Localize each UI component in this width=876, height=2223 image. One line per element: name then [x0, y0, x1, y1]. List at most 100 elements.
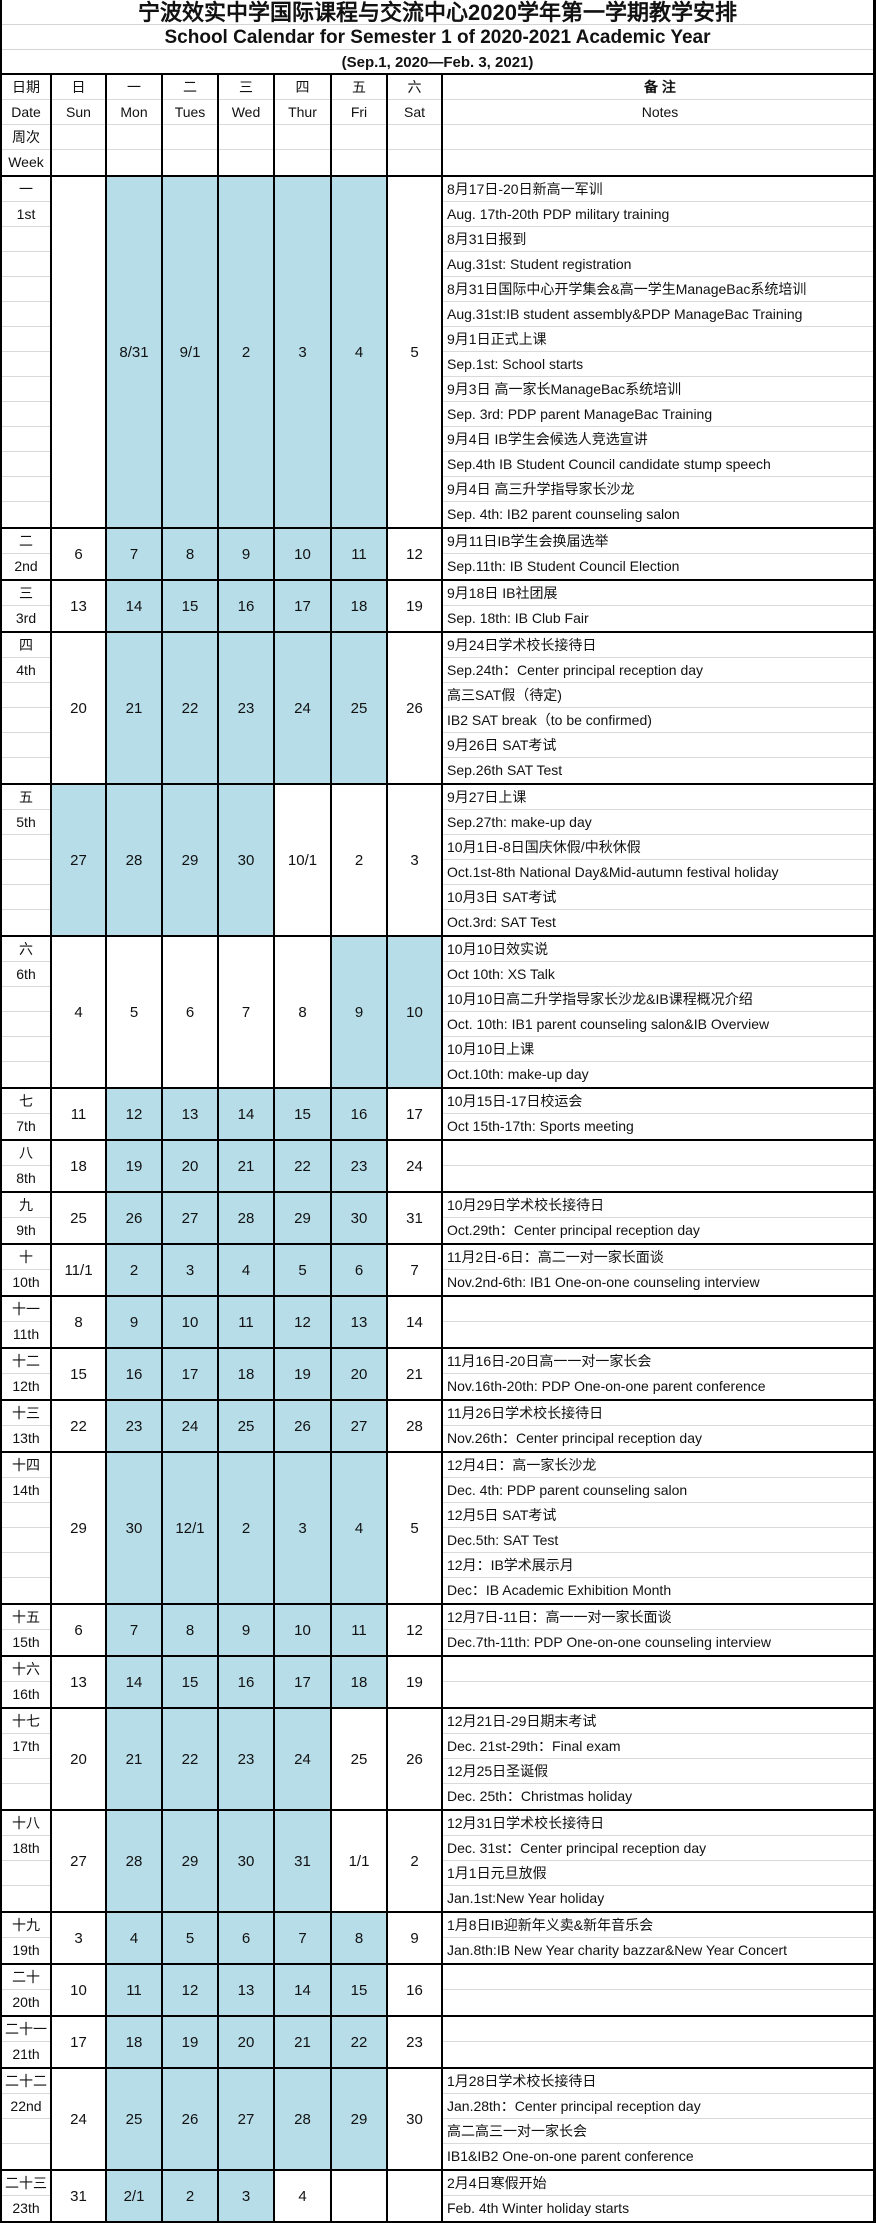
note-line — [443, 1965, 873, 1990]
day-cell-sun: 20 — [52, 633, 107, 783]
note-line: 11月16日-20日高一一对一家长会 — [443, 1349, 873, 1374]
day-cell-thu: 17 — [275, 1657, 332, 1707]
day-cell-mon: 21 — [107, 1709, 163, 1809]
day-cell-sat: 3 — [388, 785, 443, 935]
day-cell-thu: 22 — [275, 1141, 332, 1191]
header-day-sat: 六 Sat — [388, 75, 443, 175]
notes-cell: 2月4日寒假开始 Feb. 4th Winter holiday starts — [443, 2171, 873, 2221]
header-day-thu: 四 Thur — [275, 75, 332, 175]
week-row: 十八 18th 27 28 29 30 31 1/1 2 12月31日学术校长接待日 Dec. 31… — [2, 1811, 873, 1913]
note-line: 1月1日元旦放假 — [443, 1861, 873, 1886]
day-cell-sun: 22 — [52, 1401, 107, 1451]
week-blank — [2, 377, 50, 402]
header-day-cn: 四 — [275, 75, 330, 100]
day-cell-thu: 14 — [275, 1965, 332, 2015]
note-line: Sep. 3rd: PDP parent ManageBac Training — [443, 402, 873, 427]
week-row: 十七 17th 20 21 22 23 24 25 26 12月21日-29日期末考试 Dec. 2… — [2, 1709, 873, 1811]
day-cell-tue: 22 — [163, 633, 219, 783]
day-cell-tue: 8 — [163, 529, 219, 579]
day-cell-mon: 23 — [107, 1401, 163, 1451]
day-cell-fri: 30 — [332, 1193, 388, 1243]
week-number-cell: 八 8th — [2, 1141, 52, 1191]
day-cell-fri: 4 — [332, 177, 388, 527]
day-cell-thu: 10 — [275, 1605, 332, 1655]
day-cell-sat: 24 — [388, 1141, 443, 1191]
day-cell-thu: 10/1 — [275, 785, 332, 935]
header-notes-blank — [443, 125, 873, 150]
header-notes-en: Notes — [443, 100, 873, 125]
note-line: Oct.29th：Center principal reception day — [447, 1222, 700, 1238]
header-day-blank — [163, 150, 217, 175]
note-line: IB2 SAT break（to be confirmed) — [443, 708, 873, 733]
header-day-en: Sat — [388, 100, 441, 125]
week-blank — [2, 708, 50, 733]
day-cell-wed: 9 — [219, 529, 275, 579]
day-cell-fri: 9 — [332, 937, 388, 1087]
header-day-cn: 一 — [107, 75, 161, 100]
week-number-en: 5th — [2, 810, 50, 835]
week-number-cn: 二 — [2, 529, 50, 554]
day-cell-thu: 24 — [275, 1709, 332, 1809]
title-date-range: (Sep.1, 2020—Feb. 3, 2021) — [2, 50, 873, 75]
week-number-cn: 九 — [2, 1193, 50, 1218]
note-line: 9月11日IB学生会换届选举 — [443, 529, 873, 554]
day-cell-thu: 21 — [275, 2017, 332, 2067]
note-line: 10月10日上课 — [443, 1037, 873, 1062]
notes-cell — [443, 1141, 873, 1191]
week-blank — [2, 327, 50, 352]
week-number-cn: 三 — [2, 581, 50, 606]
note-line: 10月1日-8日国庆休假/中秋休假 — [443, 835, 873, 860]
day-cell-mon: 7 — [107, 529, 163, 579]
day-cell-mon: 16 — [107, 1349, 163, 1399]
day-cell-tue: 26 — [163, 2069, 219, 2169]
day-cell-mon: 4 — [107, 1913, 163, 1963]
notes-cell: 12月31日学术校长接待日 Dec. 31st：Center principal … — [443, 1811, 873, 1911]
day-cell-fri: 15 — [332, 1965, 388, 2015]
week-row: 五 5th 27 28 29 30 10/1 2 3 9月27日上课 Sep.27th: make-… — [2, 785, 873, 937]
week-number-cn: 十一 — [2, 1297, 50, 1322]
header-week-en: Week — [8, 154, 44, 170]
day-cell-thu: 28 — [275, 2069, 332, 2169]
week-blank — [2, 352, 50, 377]
week-blank — [2, 835, 50, 860]
notes-cell: 1月28日学术校长接待日 Jan.28th：Center principal re… — [443, 2069, 873, 2169]
week-blank — [2, 402, 50, 427]
note-line: Aug.31st:IB student assembly&PDP ManageB… — [443, 302, 873, 327]
day-cell-sat: 16 — [388, 1965, 443, 2015]
week-number-en: 16th — [12, 1686, 40, 1702]
note-line: 10月3日 SAT考试 — [443, 885, 873, 910]
day-cell-thu: 24 — [275, 633, 332, 783]
week-number-cn: 六 — [2, 937, 50, 962]
week-number-cell: 二 2nd — [2, 529, 52, 579]
day-cell-wed: 3 — [219, 2171, 275, 2221]
week-row: 十九 19th 3 4 5 6 7 8 9 1月8日IB迎新年义卖&新年音乐会 Jan.8th:IB… — [2, 1913, 873, 1965]
day-cell-fri: 22 — [332, 2017, 388, 2067]
header-day-blank — [52, 125, 105, 150]
day-cell-mon: 28 — [107, 1811, 163, 1911]
notes-cell: 11月26日学术校长接待日 Nov.26th：Center principal r… — [443, 1401, 873, 1451]
day-cell-mon: 2/1 — [107, 2171, 163, 2221]
day-cell-wed: 25 — [219, 1401, 275, 1451]
week-row: 十一 11th 8 9 10 11 12 13 14 — [2, 1297, 873, 1349]
day-cell-sun: 11/1 — [52, 1245, 107, 1295]
note-line — [443, 1990, 873, 2015]
day-cell-sun: 4 — [52, 937, 107, 1087]
day-cell-thu: 31 — [275, 1811, 332, 1911]
notes-cell: 10月10日效实说 Oct 10th: XS Talk 10月10日高二升学指导家长… — [443, 937, 873, 1087]
week-number-en: 1st — [2, 202, 50, 227]
week-number-cn: 十六 — [2, 1657, 50, 1682]
day-cell-wed: 20 — [219, 2017, 275, 2067]
day-cell-tue: 20 — [163, 1141, 219, 1191]
note-line: 高二高三一对一家长会 — [443, 2119, 873, 2144]
title-chinese: 宁波效实中学国际课程与交流中心2020学年第一学期教学安排 — [2, 0, 873, 25]
day-cell-tue: 29 — [163, 785, 219, 935]
note-line: Dec.5th: SAT Test — [443, 1528, 873, 1553]
day-cell-tue: 12 — [163, 1965, 219, 2015]
week-blank — [2, 477, 50, 502]
note-line: 10月10日效实说 — [443, 937, 873, 962]
week-number-cell: 十七 17th — [2, 1709, 52, 1809]
week-number-en: 3rd — [15, 610, 37, 626]
note-line — [443, 1682, 873, 1707]
note-line: 2月4日寒假开始 — [443, 2171, 873, 2196]
week-number-cn: 二十 — [2, 1965, 50, 1990]
